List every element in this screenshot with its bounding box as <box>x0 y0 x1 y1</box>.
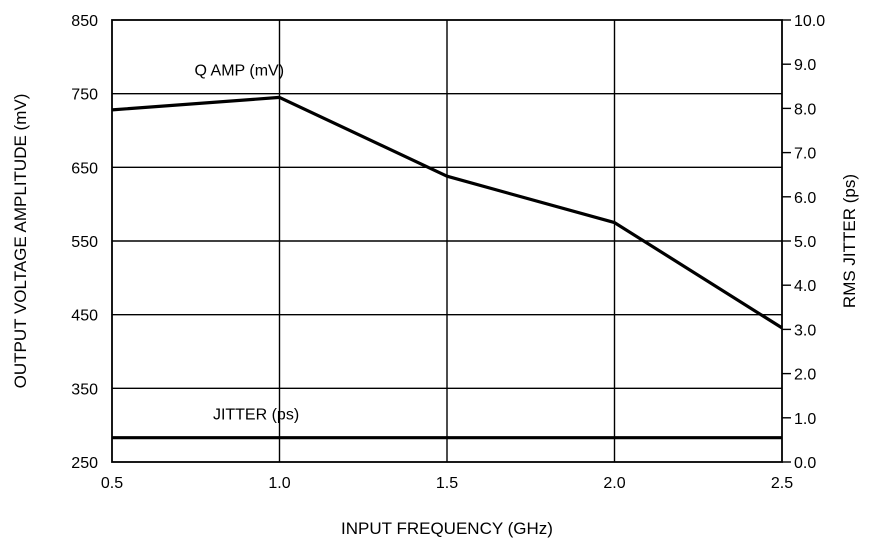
tick-labels: 0.5 1.0 1.5 2.0 2.5 250 350 450 550 650 750 850 0.0 1… <box>71 13 825 492</box>
y2-tick-label: 9.0 <box>794 57 816 74</box>
x-tick-label: 2.0 <box>603 475 625 492</box>
x-axis-title: INPUT FREQUENCY (GHz) <box>341 519 553 538</box>
q-amp-line <box>111 95 783 330</box>
x-tick-label: 0.5 <box>101 475 123 492</box>
y2-tick-label: 0.0 <box>794 455 816 472</box>
y2-tick-label: 7.0 <box>794 146 816 163</box>
y2-tick-label: 5.0 <box>794 234 816 251</box>
ticks <box>782 19 791 463</box>
jitter-annotation: JITTER (ps) <box>213 406 299 423</box>
grid <box>112 20 782 462</box>
y2-tick-label: 10.0 <box>794 13 825 30</box>
plot-frame <box>111 19 783 463</box>
x-tick-label: 2.5 <box>771 475 793 492</box>
series-lines <box>111 95 783 440</box>
x-tick-label: 1.5 <box>436 475 458 492</box>
y-axis-title: OUTPUT VOLTAGE AMPLITUDE (mV) <box>11 94 30 389</box>
y2-tick-label: 4.0 <box>794 278 816 295</box>
y-tick-label: 450 <box>71 308 98 325</box>
y-tick-label: 650 <box>71 160 98 177</box>
q-amp-annotation: Q AMP (mV) <box>195 62 285 79</box>
y2-tick-label: 8.0 <box>794 101 816 118</box>
y-tick-label: 750 <box>71 87 98 104</box>
x-tick-label: 1.0 <box>268 475 290 492</box>
y-tick-label: 250 <box>71 455 98 472</box>
y2-tick-label: 2.0 <box>794 367 816 384</box>
y2-tick-label: 6.0 <box>794 190 816 207</box>
y-tick-label: 350 <box>71 381 98 398</box>
y-tick-label: 550 <box>71 234 98 251</box>
y-tick-label: 850 <box>71 13 98 30</box>
y2-tick-label: 1.0 <box>794 411 816 428</box>
y2-axis-title: RMS JITTER (ps) <box>840 174 859 308</box>
y2-tick-label: 3.0 <box>794 322 816 339</box>
